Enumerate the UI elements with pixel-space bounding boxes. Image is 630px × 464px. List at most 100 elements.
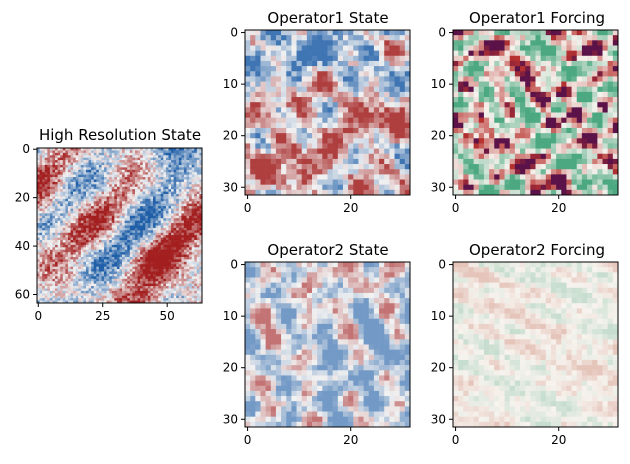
heatmap-cell [150, 201, 154, 204]
heatmap-cell [399, 122, 406, 129]
heatmap-cell [67, 162, 71, 166]
heatmap-cell [171, 164, 174, 168]
heatmap-cell [124, 218, 128, 221]
heatmap-cell [93, 194, 97, 197]
heatmap-cell [245, 86, 251, 93]
heatmap-cell [91, 189, 95, 192]
heatmap-cell [389, 112, 395, 118]
heatmap-cell [104, 278, 107, 282]
heatmap-cell [60, 203, 64, 207]
heatmap-cell [49, 276, 53, 280]
heatmap-cell [80, 152, 84, 156]
heatmap-cell [88, 264, 92, 267]
heatmap-cell [168, 295, 172, 299]
heatmap-cell [57, 227, 61, 231]
heatmap-cell [165, 249, 169, 253]
heatmap-cell [52, 232, 56, 236]
heatmap-cell [60, 237, 64, 241]
heatmap-cell [109, 273, 113, 277]
heatmap-cell [83, 247, 87, 251]
heatmap-cell [55, 269, 58, 272]
heatmap-cell [49, 148, 53, 151]
heatmap-cell [49, 181, 53, 185]
heatmap-cell [394, 148, 400, 155]
heatmap-cell [75, 213, 79, 217]
heatmap-cell [124, 150, 128, 154]
heatmap-cell [199, 210, 203, 214]
heatmap-cell [137, 191, 141, 195]
heatmap-cell [186, 160, 190, 163]
heatmap-cell [129, 162, 133, 166]
heatmap-cell [137, 254, 141, 258]
heatmap-cell [189, 240, 192, 243]
heatmap-cell [296, 55, 303, 62]
heatmap-cell [291, 55, 297, 62]
heatmap-cell [301, 40, 308, 46]
heatmap-cell [55, 271, 58, 275]
heatmap-cell [186, 240, 190, 243]
heatmap-cell [124, 276, 128, 280]
heatmap-cell [173, 254, 177, 258]
heatmap-cell [137, 247, 141, 251]
heatmap-cell [250, 35, 256, 41]
heatmap-cell [147, 186, 151, 190]
heatmap-cell [153, 210, 156, 214]
heatmap-cell [98, 295, 102, 299]
heatmap-cell [358, 35, 364, 41]
heatmap-cell [75, 261, 79, 265]
heatmap-cell [368, 86, 375, 93]
heatmap-cell [93, 174, 97, 178]
heatmap-cell [389, 102, 395, 108]
heatmap-cell [353, 66, 359, 72]
heatmap-cell [191, 194, 195, 197]
heatmap-cell [191, 148, 195, 151]
heatmap-cell [106, 152, 110, 156]
heatmap-cell [98, 247, 102, 251]
heatmap-cell [176, 208, 180, 212]
heatmap-cell [122, 232, 125, 236]
heatmap-cell [91, 167, 95, 171]
heatmap-cell [348, 97, 354, 103]
heatmap-cell [91, 247, 95, 251]
heatmap-cell [114, 254, 118, 258]
heatmap-cell [101, 213, 105, 217]
heatmap-cell [39, 213, 43, 217]
heatmap-cell [147, 220, 151, 224]
heatmap-cell [109, 179, 113, 183]
heatmap-cell [399, 107, 406, 113]
heatmap-cell [183, 150, 187, 154]
heatmap-cell [332, 66, 339, 72]
heatmap-cell [132, 157, 136, 161]
heatmap-cell [85, 148, 89, 151]
heatmap-cell [42, 201, 46, 204]
heatmap-cell [250, 107, 256, 113]
heatmap-cell [171, 177, 174, 180]
heatmap-cell [306, 117, 313, 124]
heatmap-cell [270, 122, 277, 129]
heatmap-cell [158, 266, 162, 270]
heatmap-cell [85, 295, 89, 299]
heatmap-cell [404, 138, 411, 144]
heatmap-cell [270, 55, 277, 62]
heatmap-cell [111, 278, 115, 282]
heatmap-cell [65, 281, 69, 284]
heatmap-cell [47, 169, 51, 173]
heatmap-cell [62, 256, 66, 260]
heatmap-cell [91, 264, 95, 267]
heatmap-cell [312, 55, 318, 62]
heatmap-cell [96, 184, 100, 188]
heatmap-cell [306, 164, 313, 170]
heatmap-cell [173, 164, 177, 168]
heatmap-cell [132, 201, 136, 204]
heatmap-cell [158, 186, 162, 190]
heatmap-cell [129, 261, 133, 265]
heatmap-cell [129, 254, 133, 258]
heatmap-cell [104, 273, 107, 277]
heatmap-cell [178, 254, 182, 258]
heatmap-cell [114, 223, 118, 226]
heatmap-cell [145, 230, 149, 234]
heatmap-cell [96, 276, 100, 280]
heatmap-cell [291, 107, 297, 113]
heatmap-cell [306, 40, 313, 46]
heatmap-cell [363, 55, 370, 62]
